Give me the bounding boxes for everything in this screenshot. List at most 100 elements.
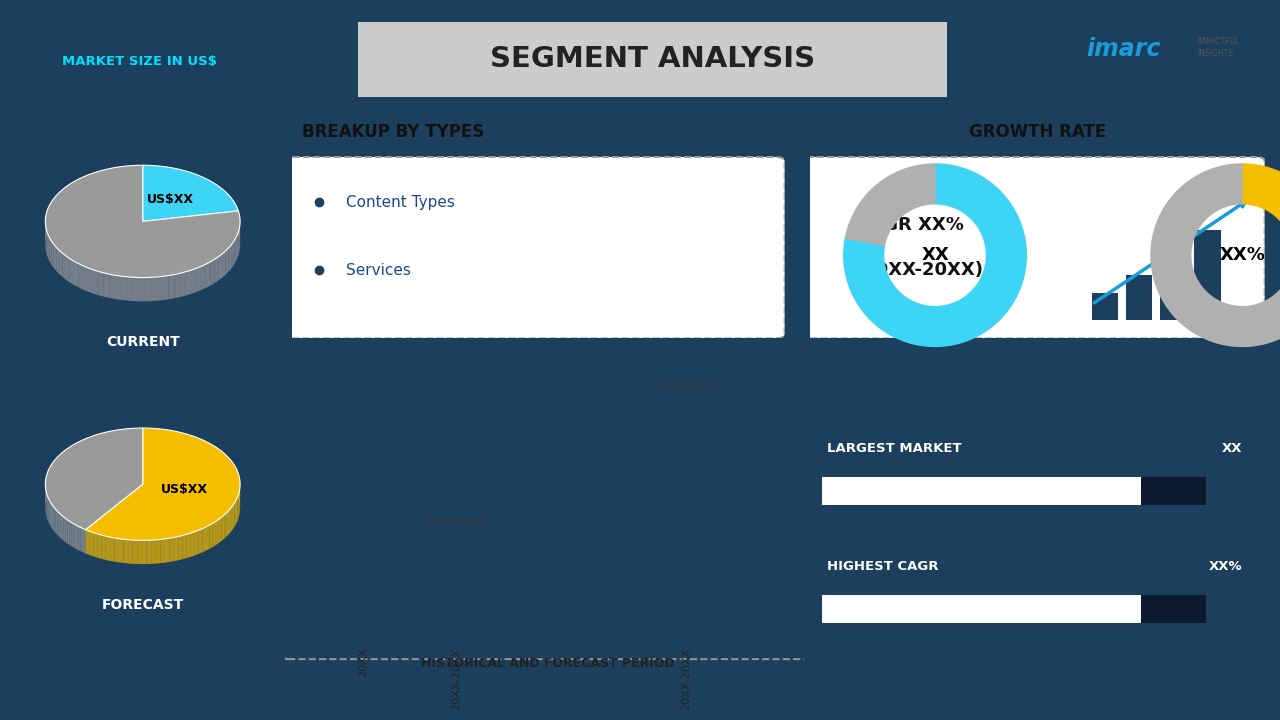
Polygon shape [237, 232, 238, 258]
Text: FORECAST: FORECAST [658, 382, 714, 392]
Polygon shape [76, 525, 78, 550]
Polygon shape [123, 539, 128, 564]
Polygon shape [90, 531, 93, 557]
Polygon shape [160, 539, 165, 563]
Bar [1140, 477, 1206, 505]
Polygon shape [174, 274, 180, 298]
Text: 20XX-20XX: 20XX-20XX [451, 648, 461, 710]
Text: Services: Services [346, 263, 411, 278]
Polygon shape [201, 264, 206, 290]
Polygon shape [88, 268, 93, 294]
Polygon shape [86, 428, 241, 540]
Polygon shape [165, 538, 169, 562]
FancyBboxPatch shape [329, 18, 977, 101]
Polygon shape [169, 537, 174, 562]
Text: XX%: XX% [1220, 246, 1265, 264]
Bar [1194, 230, 1221, 320]
Polygon shape [206, 525, 210, 551]
Polygon shape [109, 274, 115, 299]
FancyBboxPatch shape [282, 157, 785, 338]
Polygon shape [138, 277, 145, 301]
Polygon shape [206, 262, 210, 288]
Polygon shape [195, 530, 198, 555]
Polygon shape [234, 500, 236, 526]
Polygon shape [78, 526, 81, 552]
Polygon shape [56, 509, 58, 535]
Bar [1160, 252, 1187, 320]
Bar [564, 475, 623, 630]
Text: HISTORICAL AND FORECAST PERIOD: HISTORICAL AND FORECAST PERIOD [421, 657, 675, 670]
Polygon shape [78, 264, 83, 289]
Polygon shape [216, 519, 219, 545]
Polygon shape [232, 242, 233, 269]
Polygon shape [106, 536, 110, 561]
Polygon shape [93, 270, 99, 295]
FancyBboxPatch shape [790, 384, 1275, 682]
Polygon shape [69, 521, 72, 546]
Polygon shape [104, 273, 109, 298]
FancyBboxPatch shape [801, 157, 1265, 338]
Polygon shape [844, 164, 1027, 346]
Polygon shape [101, 535, 106, 560]
Polygon shape [119, 539, 123, 563]
Text: Content Types: Content Types [346, 195, 454, 210]
Polygon shape [202, 527, 206, 552]
Polygon shape [232, 505, 233, 531]
Polygon shape [845, 164, 934, 246]
Polygon shape [233, 238, 236, 266]
Polygon shape [198, 528, 202, 554]
Polygon shape [187, 533, 191, 558]
Bar [1140, 595, 1206, 623]
Polygon shape [219, 517, 221, 543]
Polygon shape [93, 533, 97, 557]
Bar [334, 582, 393, 630]
Polygon shape [224, 513, 227, 539]
Polygon shape [169, 274, 174, 300]
Polygon shape [67, 256, 70, 282]
Text: LARGEST MARKET: LARGEST MARKET [827, 442, 961, 455]
Polygon shape [68, 520, 69, 545]
Text: BREAKUP BY TYPES: BREAKUP BY TYPES [302, 123, 484, 141]
Polygon shape [147, 540, 151, 564]
Polygon shape [229, 508, 232, 534]
Text: IMPACTFUL
INSIGHTS: IMPACTFUL INSIGHTS [1197, 37, 1239, 58]
Polygon shape [58, 511, 59, 536]
Polygon shape [210, 523, 212, 549]
Polygon shape [151, 277, 157, 301]
Polygon shape [63, 253, 67, 279]
Polygon shape [221, 515, 224, 541]
Polygon shape [212, 521, 216, 547]
Polygon shape [145, 277, 151, 301]
Polygon shape [54, 244, 56, 271]
Text: US$XX: US$XX [147, 193, 195, 206]
Polygon shape [110, 537, 114, 562]
Bar [1092, 293, 1119, 320]
Text: US$XX: US$XX [161, 483, 207, 496]
Text: HISTORICAL: HISTORICAL [425, 518, 486, 528]
Polygon shape [45, 428, 143, 530]
Polygon shape [183, 534, 187, 559]
Polygon shape [70, 258, 74, 285]
Polygon shape [223, 251, 225, 278]
Text: XX: XX [1222, 442, 1243, 455]
Text: CURRENT: CURRENT [106, 335, 179, 349]
Bar [822, 595, 1140, 623]
Polygon shape [143, 166, 238, 222]
Bar [822, 477, 1140, 505]
Polygon shape [180, 272, 186, 297]
Polygon shape [59, 513, 60, 538]
Bar [1126, 275, 1152, 320]
Polygon shape [50, 238, 51, 264]
Polygon shape [74, 261, 78, 287]
Polygon shape [233, 503, 234, 529]
Polygon shape [210, 259, 215, 286]
Polygon shape [215, 257, 219, 283]
Polygon shape [74, 524, 76, 549]
Polygon shape [45, 166, 241, 277]
Text: HIGHEST CAGR: HIGHEST CAGR [827, 560, 938, 573]
Polygon shape [163, 276, 169, 300]
Polygon shape [51, 240, 54, 268]
Polygon shape [236, 235, 237, 262]
Bar [657, 397, 716, 630]
Polygon shape [47, 234, 50, 261]
